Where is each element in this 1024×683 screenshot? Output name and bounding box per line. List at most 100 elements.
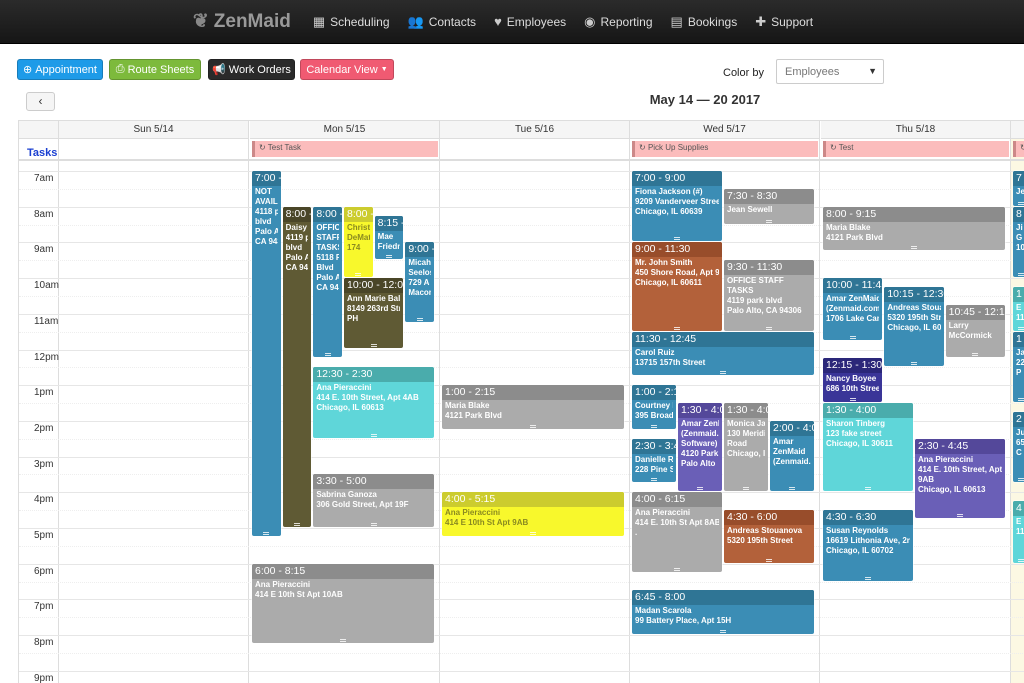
appointment-event[interactable]: 9:30 - 11:30 OFFICE STAFF TASKS 4119 park b…: [724, 260, 814, 331]
color-by-select[interactable]: Employees ▼: [776, 59, 884, 84]
resize-handle[interactable]: [1018, 478, 1024, 482]
resize-handle[interactable]: [674, 326, 680, 330]
resize-handle[interactable]: [370, 433, 377, 437]
resize-handle[interactable]: [1018, 201, 1024, 205]
appointment-event[interactable]: 4:00 - 6:15 Ana Pieraccini 414 E. 10th St …: [632, 492, 722, 572]
resize-handle[interactable]: [340, 639, 346, 642]
task-chip[interactable]: ↻: [1013, 141, 1024, 157]
appointment-event[interactable]: 7:30 - 8:30 Jean Sewell: [724, 188, 814, 224]
appointment-event[interactable]: 8JiG10: [1013, 206, 1024, 278]
resize-handle[interactable]: [766, 219, 772, 223]
day-header[interactable]: Wed 5/17: [630, 121, 820, 139]
appointment-event[interactable]: 10:00 - 11:45 Amar ZenMaid (Zenmaid.com 170…: [823, 278, 883, 340]
resize-handle[interactable]: [1018, 326, 1024, 330]
appointment-event[interactable]: 9:00 - 11:30 Mr. John Smith 450 Shore Road…: [632, 242, 722, 331]
resize-handle[interactable]: [1018, 273, 1024, 277]
day-header[interactable]: Tue 5/16: [440, 121, 630, 139]
add-appointment-button[interactable]: ⊕ Appointment: [17, 59, 103, 80]
appointment-event[interactable]: 9:00 - 11:15MicahSeelos729 AMacon: [405, 242, 434, 322]
appointment-event[interactable]: 1:30 - 4:00 Sharon Tinberg 123 fake street…: [823, 403, 913, 492]
appointment-event[interactable]: 10:45 - 12:15 Larry McCormick: [945, 304, 1005, 358]
appointment-event[interactable]: 2:00 - 4:00AmarZenMaid(Zenmaid.com: [770, 420, 814, 492]
task-chip[interactable]: ↻ Pick Up Supplies: [632, 141, 818, 157]
appointment-event[interactable]: 2:30 - 4:45 Ana Pieraccini 414 E. 10th Str…: [915, 438, 1005, 519]
resize-handle[interactable]: [957, 514, 963, 518]
resize-handle[interactable]: [865, 487, 871, 491]
resize-handle[interactable]: [385, 255, 392, 259]
nav-employees[interactable]: ♥ Employees: [494, 14, 566, 29]
work-orders-button[interactable]: 📢 Work Orders: [208, 59, 295, 80]
day-header[interactable]: Sun 5/14: [59, 121, 249, 139]
appointment-event[interactable]: 12:30 - 2:30 Ana Pieraccini 414 E. 10th St…: [313, 367, 434, 438]
zenmaid-logo[interactable]: ❦ ZenMaid: [193, 10, 291, 33]
task-chip[interactable]: ↻ Test: [823, 141, 1009, 157]
resize-handle[interactable]: [293, 522, 300, 526]
resize-handle[interactable]: [651, 424, 657, 428]
resize-handle[interactable]: [355, 273, 362, 277]
resize-handle[interactable]: [910, 362, 917, 366]
resize-handle[interactable]: [1018, 398, 1024, 402]
resize-handle[interactable]: [766, 558, 772, 562]
resize-handle[interactable]: [1018, 558, 1024, 562]
appointment-event[interactable]: 7:00 - 5:15NOTAVAILABLE4118 parkblvdPalo…: [252, 171, 281, 536]
appointment-event[interactable]: 1Ja22P: [1013, 331, 1024, 403]
nav-reporting[interactable]: ◉ Reporting: [584, 14, 652, 30]
resize-handle[interactable]: [720, 630, 726, 634]
appointment-event[interactable]: 2Ju65C: [1013, 411, 1024, 483]
resize-handle[interactable]: [674, 567, 680, 571]
appointment-event[interactable]: 1:00 - 2:15 Maria Blake 4121 Park Blvd: [442, 385, 624, 429]
resize-handle[interactable]: [530, 424, 536, 428]
appointment-event[interactable]: 4:00 - 5:15 Ana Pieraccini 414 E 10th St A…: [442, 492, 624, 536]
resize-handle[interactable]: [789, 487, 795, 491]
day-header[interactable]: Thu 5/18: [821, 121, 1011, 139]
appointment-event[interactable]: 4:30 - 6:30 Susan Reynolds 16619 Lithonia …: [823, 510, 913, 581]
resize-handle[interactable]: [674, 237, 680, 241]
appointment-event[interactable]: 8:00 - 12:15OFFICESTAFFTASKS5118 ParkBlv…: [313, 206, 342, 358]
resize-handle[interactable]: [865, 576, 871, 580]
tasks-label[interactable]: Tasks: [27, 147, 58, 159]
day-header[interactable]: [1011, 121, 1024, 139]
prev-week-button[interactable]: ‹: [26, 92, 55, 111]
resize-handle[interactable]: [720, 371, 726, 375]
day-header[interactable]: Mon 5/15: [250, 121, 440, 139]
appointment-event[interactable]: 11:30 - 12:45 Carol Ruiz 13715 157th Stree…: [632, 331, 814, 376]
route-sheets-button[interactable]: ⎙ Route Sheets: [109, 59, 201, 80]
resize-handle[interactable]: [651, 478, 657, 482]
appointment-event[interactable]: 7:00 - 9:00 Fiona Jackson (#) 9209 Vanderv…: [632, 171, 722, 242]
calendar-view-dropdown[interactable]: Calendar View ▼: [300, 59, 394, 80]
resize-handle[interactable]: [530, 531, 536, 535]
resize-handle[interactable]: [849, 335, 856, 339]
resize-handle[interactable]: [697, 487, 703, 491]
task-chip[interactable]: ↻ Test Task: [252, 141, 438, 157]
resize-handle[interactable]: [849, 398, 856, 402]
resize-handle[interactable]: [972, 353, 979, 357]
appointment-event[interactable]: 8:00 - 9:15 Maria Blake 4121 Park Blvd: [823, 206, 1005, 251]
nav-bookings[interactable]: ▤ Bookings: [671, 14, 738, 30]
resize-handle[interactable]: [416, 317, 423, 321]
nav-scheduling[interactable]: ▦ Scheduling: [313, 14, 390, 30]
nav-contacts[interactable]: 👥 Contacts: [408, 14, 477, 30]
appointment-event[interactable]: 1 E 11: [1013, 287, 1024, 331]
resize-handle[interactable]: [911, 246, 917, 250]
appointment-event[interactable]: 6:00 - 8:15 Ana Pieraccini 414 E 10th St A…: [252, 563, 434, 643]
resize-handle[interactable]: [370, 522, 377, 526]
appointment-event[interactable]: 4:30 - 6:00 Andreas Stouanova 5320 195th S…: [724, 510, 814, 563]
resize-handle[interactable]: [263, 531, 270, 535]
resize-handle[interactable]: [370, 344, 377, 348]
appointment-event[interactable]: 8:15 - 9:30MaeFriedman: [374, 215, 404, 260]
appointment-event[interactable]: 1:00 - 2:15Courtney F395 Broadway: [632, 385, 676, 429]
resize-handle[interactable]: [743, 487, 749, 491]
appointment-event[interactable]: 3:30 - 5:00 Sabrina Ganoza 306 Gold Street…: [313, 474, 434, 527]
appointment-event[interactable]: 7Je35: [1013, 171, 1024, 206]
nav-support[interactable]: ✚ Support: [755, 14, 813, 30]
appointment-event[interactable]: 8:00 - 10:00ChristinaDeMattia174: [344, 206, 373, 278]
resize-handle[interactable]: [324, 353, 331, 357]
resize-handle[interactable]: [766, 326, 772, 330]
appointment-event[interactable]: 6:45 - 8:00 Madan Scarola 99 Battery Place…: [632, 590, 814, 635]
